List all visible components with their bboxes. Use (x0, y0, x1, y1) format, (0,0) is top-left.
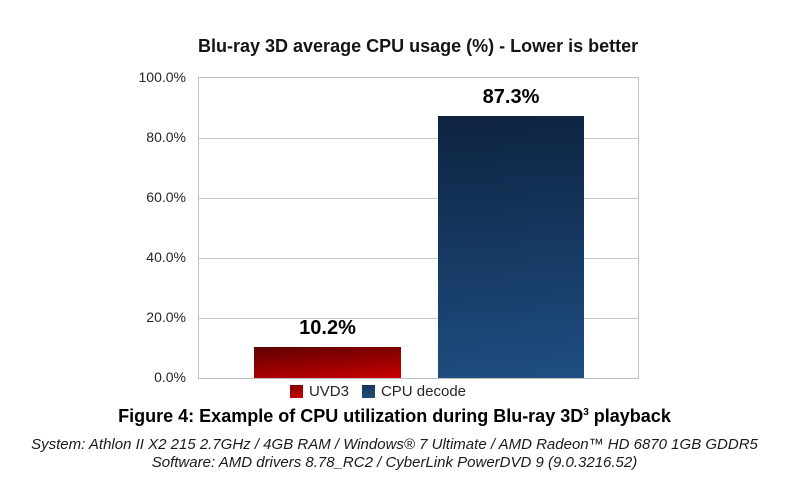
figure-caption-text: Figure 4: Example of CPU utilization dur… (118, 406, 584, 426)
software-info-line: Software: AMD drivers 8.78_RC2 / CyberLi… (151, 454, 638, 471)
gridline (199, 318, 638, 319)
y-axis-tick-labels: 0.0% 20.0% 40.0% 60.0% 80.0% 100.0% (0, 0, 186, 410)
y-axis-tick-label: 100.0% (138, 69, 186, 85)
plot-area: 10.2% 87.3% (198, 77, 639, 379)
legend-label-uvd3: UVD3 (308, 383, 349, 400)
legend: UVD3 CPU decode (0, 384, 756, 399)
system-info-line: System: Athlon II X2 215 2.7GHz / 4GB RA… (31, 436, 758, 453)
gridline (199, 258, 638, 259)
bar-value-label: 10.2% (299, 317, 356, 339)
gridline (199, 138, 638, 139)
bar-cpu-decode (438, 116, 584, 378)
legend-swatch-uvd3 (289, 385, 303, 398)
figure-caption-suffix: playback (588, 406, 671, 426)
y-axis-tick-label: 40.0% (146, 249, 186, 265)
legend-item-uvd3: UVD3 (289, 383, 349, 400)
chart-title: Blu-ray 3D average CPU usage (%) - Lower… (198, 36, 639, 56)
y-axis-tick-label: 80.0% (146, 129, 186, 145)
legend-item-cpu-decode: CPU decode (361, 383, 467, 400)
y-axis-tick-label: 0.0% (154, 369, 186, 385)
bar-uvd3 (254, 347, 401, 378)
legend-label-cpu-decode: CPU decode (380, 383, 467, 400)
legend-swatch-cpu-decode (361, 385, 375, 398)
figure-caption: Figure 4: Example of CPU utilization dur… (0, 406, 789, 427)
y-axis-tick-label: 20.0% (146, 309, 186, 325)
bar-value-label: 87.3% (482, 86, 540, 108)
gridline (199, 198, 638, 199)
figure-caption-superscript: 3 (583, 407, 589, 418)
y-axis-tick-label: 60.0% (146, 189, 186, 205)
